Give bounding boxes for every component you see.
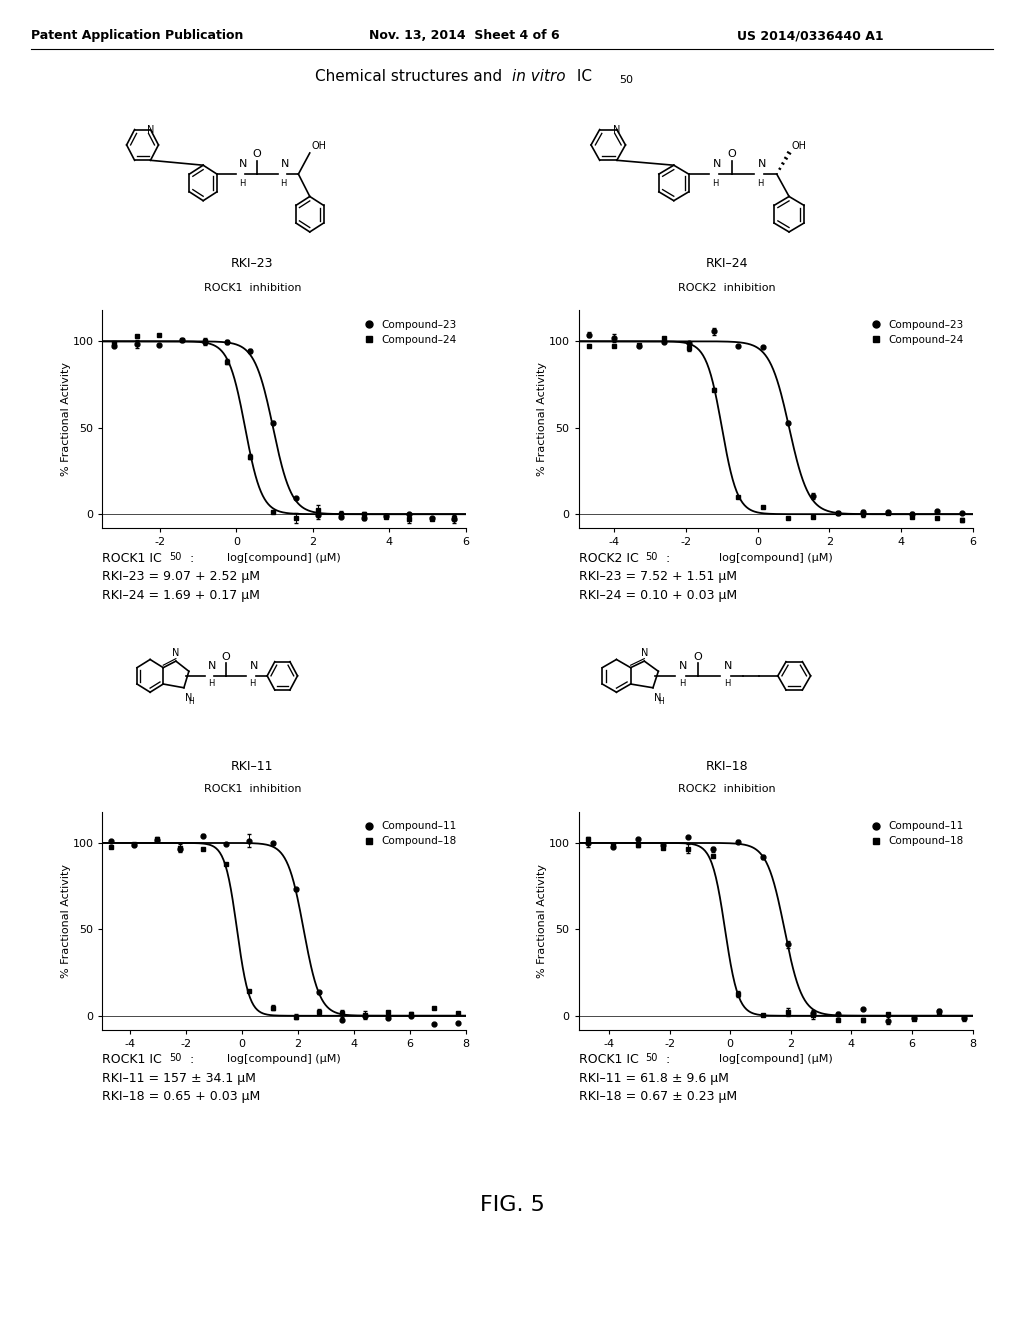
Text: H: H	[713, 180, 719, 189]
Text: O: O	[693, 652, 702, 661]
Text: H: H	[724, 678, 730, 688]
Text: H: H	[208, 678, 214, 688]
Text: 50: 50	[169, 552, 181, 562]
Text: OH: OH	[792, 141, 806, 150]
Text: Nov. 13, 2014  Sheet 4 of 6: Nov. 13, 2014 Sheet 4 of 6	[369, 29, 559, 42]
Text: RKI–18: RKI–18	[706, 760, 749, 774]
Text: IC: IC	[572, 69, 593, 83]
Text: OH: OH	[311, 141, 327, 150]
Text: RKI–23: RKI–23	[231, 257, 273, 271]
Text: N: N	[172, 648, 179, 657]
X-axis label: log[compound] (μM): log[compound] (μM)	[227, 1055, 341, 1064]
Text: N: N	[250, 660, 258, 671]
Text: RKI–18 = 0.65 + 0.03 μM: RKI–18 = 0.65 + 0.03 μM	[102, 1090, 261, 1104]
Text: N: N	[146, 124, 155, 135]
Text: N: N	[208, 660, 216, 671]
Text: 50: 50	[645, 552, 657, 562]
Text: ROCK1 IC: ROCK1 IC	[102, 1053, 162, 1067]
Text: ROCK1 IC: ROCK1 IC	[102, 552, 162, 565]
Text: N: N	[713, 158, 721, 169]
Y-axis label: % Fractional Activity: % Fractional Activity	[61, 863, 71, 978]
Text: N: N	[758, 158, 766, 169]
X-axis label: log[compound] (μM): log[compound] (μM)	[719, 553, 833, 562]
Text: :: :	[189, 552, 194, 565]
Text: H: H	[239, 180, 246, 189]
Text: :: :	[666, 552, 670, 565]
Text: :: :	[189, 1053, 194, 1067]
Text: H: H	[188, 697, 195, 706]
Text: RKI–11: RKI–11	[231, 760, 273, 774]
Text: RKI–23 = 7.52 + 1.51 μM: RKI–23 = 7.52 + 1.51 μM	[579, 570, 736, 583]
Text: RKI–23 = 9.07 + 2.52 μM: RKI–23 = 9.07 + 2.52 μM	[102, 570, 260, 583]
Text: O: O	[252, 149, 261, 160]
Legend: Compound–23, Compound–24: Compound–23, Compound–24	[360, 315, 461, 348]
Text: N: N	[724, 660, 732, 671]
Text: O: O	[221, 652, 230, 661]
Text: :: :	[666, 1053, 670, 1067]
Y-axis label: % Fractional Activity: % Fractional Activity	[538, 863, 547, 978]
Text: RKI–24: RKI–24	[706, 257, 749, 271]
Text: ROCK2  inhibition: ROCK2 inhibition	[678, 282, 776, 293]
Y-axis label: % Fractional Activity: % Fractional Activity	[61, 362, 71, 477]
Text: US 2014/0336440 A1: US 2014/0336440 A1	[737, 29, 884, 42]
Text: FIG. 5: FIG. 5	[479, 1195, 545, 1214]
Text: RKI–24 = 0.10 + 0.03 μM: RKI–24 = 0.10 + 0.03 μM	[579, 589, 736, 602]
Legend: Compound–11, Compound–18: Compound–11, Compound–18	[867, 817, 968, 850]
Y-axis label: % Fractional Activity: % Fractional Activity	[538, 362, 547, 477]
Text: N: N	[613, 124, 621, 135]
Legend: Compound–11, Compound–18: Compound–11, Compound–18	[360, 817, 461, 850]
Text: RKI–24 = 1.69 + 0.17 μM: RKI–24 = 1.69 + 0.17 μM	[102, 589, 260, 602]
Text: N: N	[184, 693, 193, 702]
Text: N: N	[281, 158, 289, 169]
Text: RKI–18 = 0.67 ± 0.23 μM: RKI–18 = 0.67 ± 0.23 μM	[579, 1090, 736, 1104]
Text: RKI–11 = 157 ± 34.1 μM: RKI–11 = 157 ± 34.1 μM	[102, 1072, 256, 1085]
Text: ROCK1  inhibition: ROCK1 inhibition	[204, 784, 301, 795]
Text: Patent Application Publication: Patent Application Publication	[31, 29, 243, 42]
X-axis label: log[compound] (μM): log[compound] (μM)	[227, 553, 341, 562]
X-axis label: log[compound] (μM): log[compound] (μM)	[719, 1055, 833, 1064]
Text: ROCK1  inhibition: ROCK1 inhibition	[204, 282, 301, 293]
Text: H: H	[657, 697, 664, 706]
Text: N: N	[641, 648, 648, 657]
Legend: Compound–23, Compound–24: Compound–23, Compound–24	[867, 315, 968, 348]
Text: 50: 50	[620, 75, 634, 86]
Text: Chemical structures and: Chemical structures and	[315, 69, 507, 83]
Text: 50: 50	[169, 1053, 181, 1064]
Text: H: H	[758, 180, 764, 189]
Text: in vitro: in vitro	[512, 69, 565, 83]
Text: ROCK2 IC: ROCK2 IC	[579, 552, 638, 565]
Text: 50: 50	[645, 1053, 657, 1064]
Text: N: N	[653, 693, 662, 702]
Text: H: H	[281, 180, 287, 189]
Text: O: O	[727, 149, 736, 160]
Text: ROCK1 IC: ROCK1 IC	[579, 1053, 638, 1067]
Text: RKI–11 = 61.8 ± 9.6 μM: RKI–11 = 61.8 ± 9.6 μM	[579, 1072, 728, 1085]
Text: H: H	[250, 678, 256, 688]
Text: N: N	[679, 660, 687, 671]
Text: H: H	[679, 678, 685, 688]
Text: ROCK2  inhibition: ROCK2 inhibition	[678, 784, 776, 795]
Text: N: N	[239, 158, 247, 169]
